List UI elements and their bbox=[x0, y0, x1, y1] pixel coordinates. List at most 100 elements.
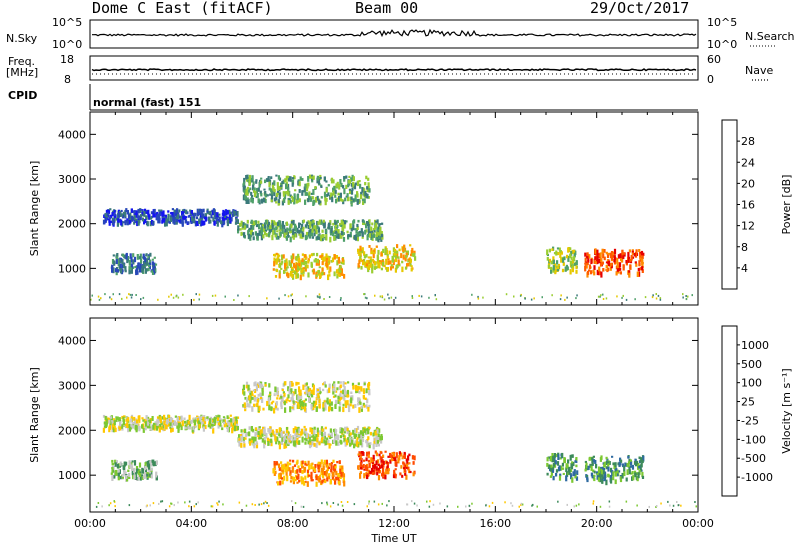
echo-cell bbox=[357, 180, 360, 187]
echo-cell bbox=[343, 429, 346, 434]
echo-cell bbox=[138, 220, 141, 223]
echo-cell bbox=[261, 397, 264, 403]
echo-cell bbox=[290, 267, 294, 271]
echo-cell bbox=[373, 230, 376, 233]
echo-cell bbox=[282, 254, 285, 259]
echo-cell bbox=[313, 259, 316, 263]
echo-cell bbox=[382, 463, 385, 468]
echo-cell bbox=[225, 422, 228, 427]
echo-cell bbox=[362, 464, 365, 469]
echo-cell bbox=[637, 472, 640, 479]
speckle-cell bbox=[559, 298, 562, 301]
echo-cell bbox=[291, 440, 294, 443]
echo-cell bbox=[601, 248, 604, 254]
echo-cell bbox=[364, 465, 368, 471]
echo-cell bbox=[235, 423, 239, 426]
echo-cell bbox=[128, 477, 131, 479]
y-tick-label: 4000 bbox=[58, 334, 86, 347]
speckle-cell bbox=[575, 504, 578, 507]
echo-cell bbox=[591, 474, 594, 479]
echo-cell bbox=[131, 216, 134, 222]
echo-cell bbox=[401, 266, 404, 273]
echo-cell bbox=[363, 382, 366, 385]
echo-cell bbox=[244, 396, 247, 400]
echo-cell bbox=[246, 219, 249, 224]
echo-cell bbox=[557, 454, 560, 460]
echo-cell bbox=[339, 465, 342, 470]
echo-cell bbox=[212, 418, 215, 423]
echo-cell bbox=[153, 256, 156, 259]
echo-cell bbox=[251, 393, 254, 396]
echo-cell bbox=[620, 459, 623, 463]
colorbar-label: Power [dB] bbox=[780, 175, 793, 235]
echo-cell bbox=[635, 460, 639, 465]
echo-cell bbox=[255, 195, 258, 199]
echo-cell bbox=[295, 435, 298, 440]
echo-cell bbox=[367, 430, 370, 435]
echo-cell bbox=[239, 222, 242, 227]
echo-cell bbox=[134, 472, 137, 478]
echo-cell bbox=[103, 421, 106, 425]
echo-cell bbox=[121, 258, 124, 265]
echo-cell bbox=[262, 234, 265, 239]
echo-cell bbox=[324, 471, 327, 475]
echo-cell bbox=[275, 401, 278, 406]
echo-cell bbox=[367, 459, 370, 463]
echo-cell bbox=[553, 453, 556, 458]
echo-cell bbox=[314, 464, 317, 468]
echo-cell bbox=[255, 403, 258, 407]
echo-cell bbox=[332, 232, 335, 237]
speckle-cell bbox=[177, 501, 179, 504]
echo-cell bbox=[156, 420, 159, 426]
echo-cell bbox=[318, 266, 321, 269]
echo-cell bbox=[321, 254, 324, 258]
echo-cell bbox=[600, 258, 603, 263]
echo-cell bbox=[168, 220, 171, 224]
echo-cell bbox=[413, 252, 416, 258]
echo-cell bbox=[261, 386, 264, 392]
echo-cell bbox=[282, 179, 285, 185]
echo-cell bbox=[575, 457, 578, 461]
speckle-cell bbox=[622, 294, 624, 297]
echo-cell bbox=[310, 463, 313, 470]
echo-cell bbox=[128, 214, 131, 219]
speckle-cell bbox=[172, 296, 175, 299]
echo-cell bbox=[209, 418, 212, 425]
echo-cell bbox=[210, 214, 213, 219]
echo-cell bbox=[142, 427, 145, 433]
echo-cell bbox=[317, 461, 320, 465]
echo-cell bbox=[111, 419, 114, 422]
speckle-cell bbox=[420, 295, 423, 298]
echo-cell bbox=[311, 236, 314, 239]
echo-cell bbox=[110, 220, 113, 224]
echo-cell bbox=[304, 437, 307, 441]
echo-cell bbox=[342, 434, 345, 438]
echo-cell bbox=[118, 469, 121, 474]
echo-cell bbox=[404, 471, 407, 476]
echo-cell bbox=[404, 256, 407, 262]
echo-cell bbox=[295, 429, 299, 433]
echo-cell bbox=[108, 219, 111, 223]
echo-cell bbox=[616, 268, 619, 272]
echo-cell bbox=[373, 266, 376, 270]
echo-cell bbox=[354, 196, 357, 202]
echo-cell bbox=[346, 230, 349, 234]
echo-cell bbox=[118, 264, 121, 269]
echo-cell bbox=[638, 465, 641, 469]
echo-cell bbox=[322, 388, 325, 392]
echo-cell bbox=[278, 270, 281, 274]
echo-cell bbox=[306, 264, 309, 269]
echo-cell bbox=[559, 465, 563, 471]
echo-cell bbox=[597, 477, 600, 482]
speckle-cell bbox=[97, 295, 100, 298]
echo-cell bbox=[350, 196, 353, 200]
speckle-cell bbox=[667, 500, 669, 503]
echo-cell bbox=[625, 463, 628, 467]
echo-cell bbox=[303, 469, 306, 473]
echo-cell bbox=[335, 440, 338, 446]
echo-cell bbox=[594, 460, 597, 464]
echo-cell bbox=[286, 227, 289, 232]
echo-cell bbox=[556, 269, 559, 272]
echo-cell bbox=[276, 436, 279, 442]
